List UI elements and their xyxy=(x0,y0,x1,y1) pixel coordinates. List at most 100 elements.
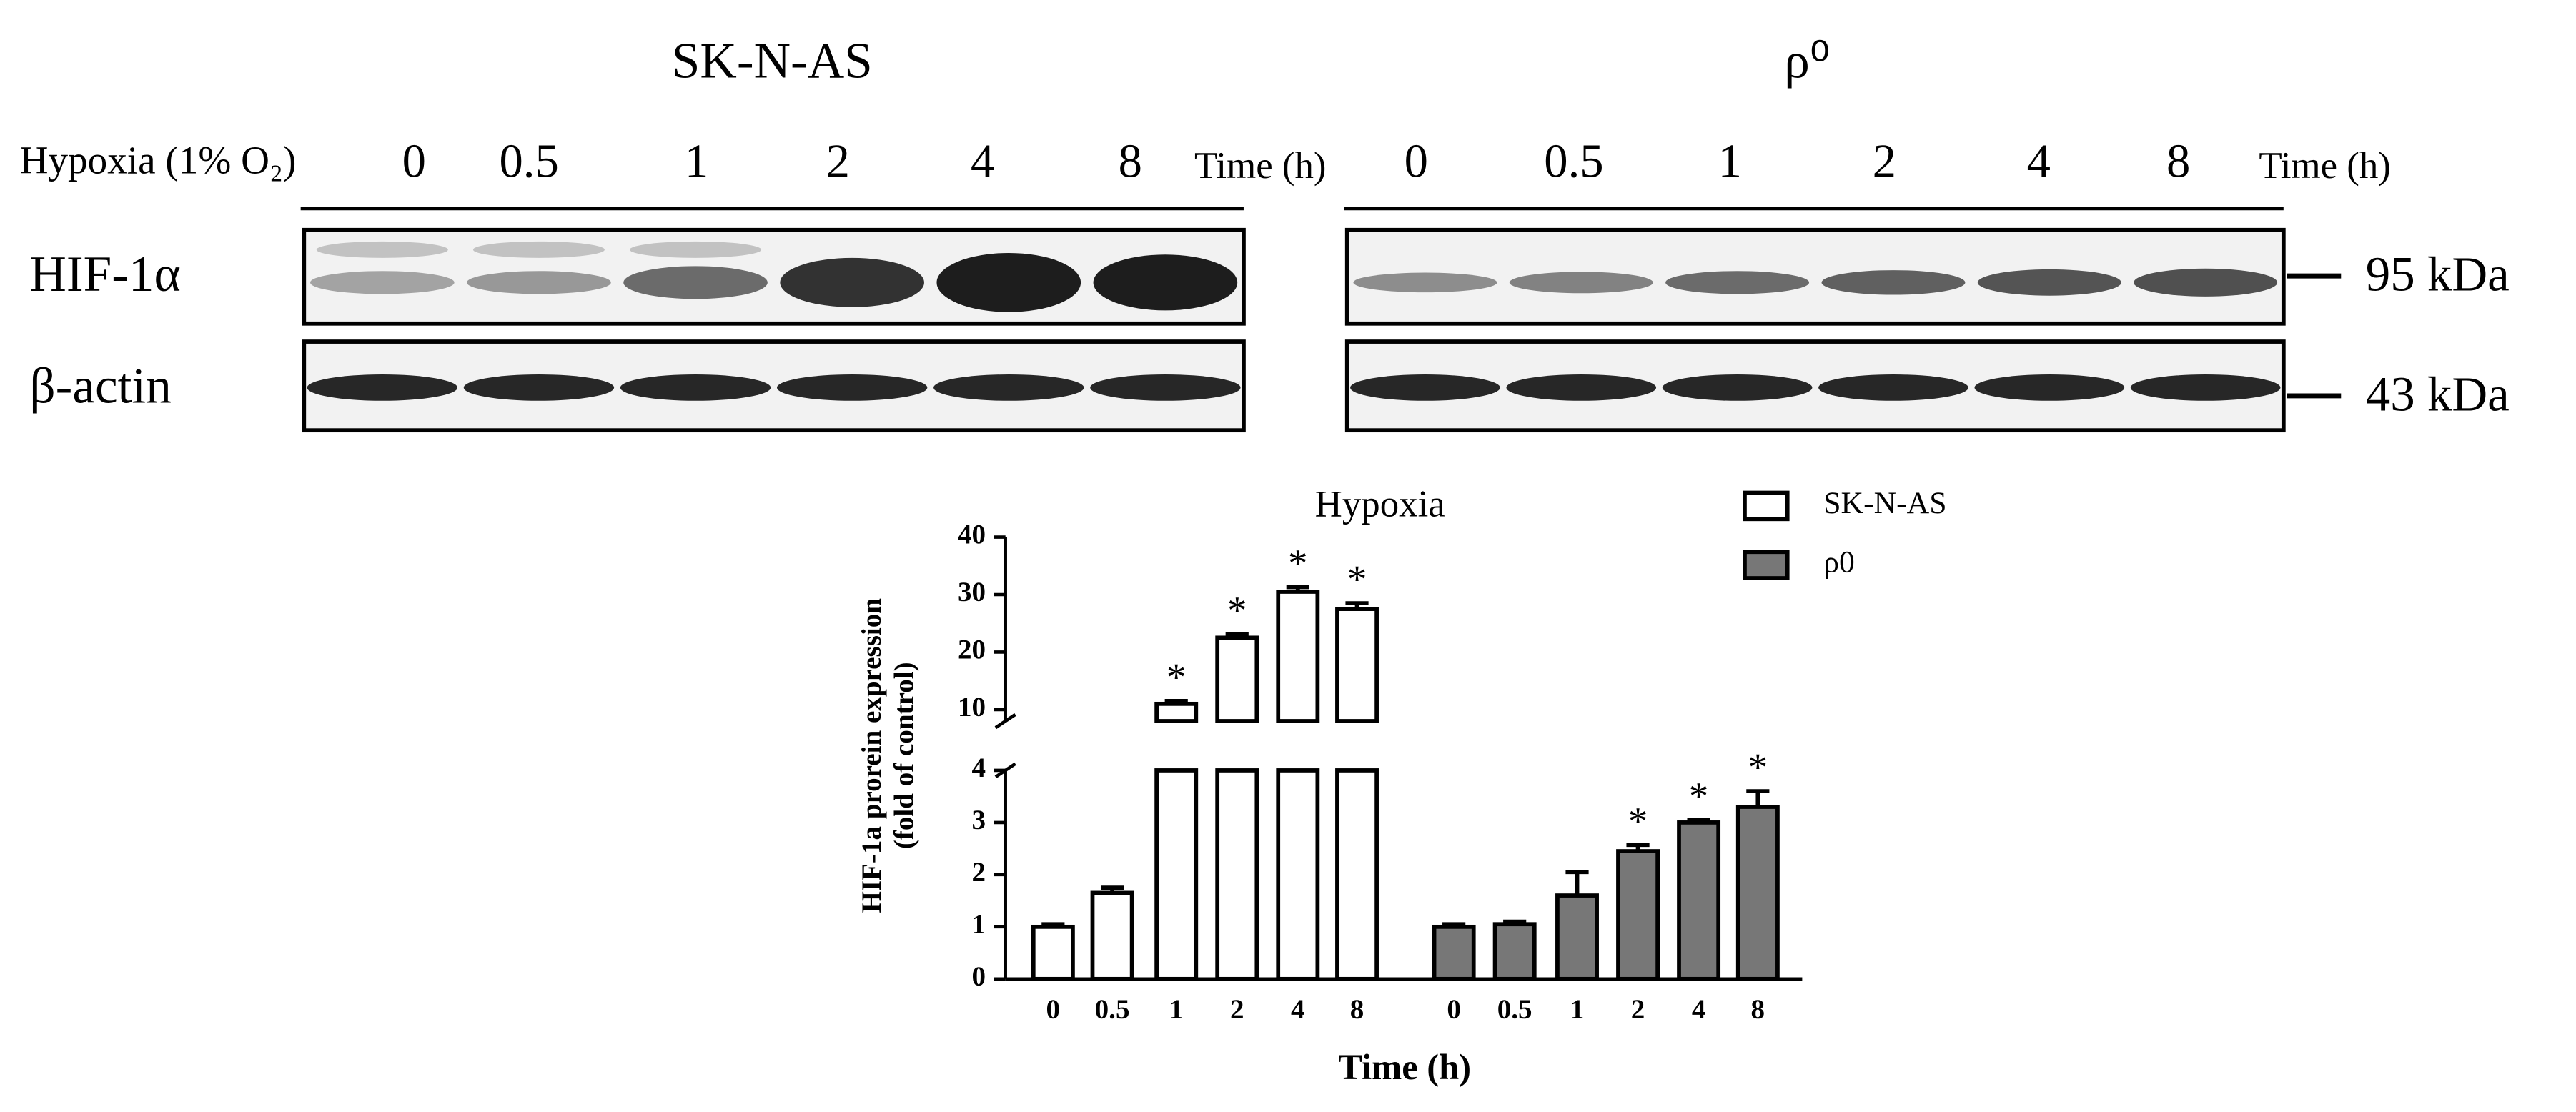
band xyxy=(467,271,611,294)
bar xyxy=(1154,768,1199,981)
significance: * xyxy=(1689,774,1709,818)
panel-title: ρ⁰ xyxy=(1784,33,1830,89)
band xyxy=(1977,269,2121,296)
bar xyxy=(1432,924,1476,981)
lane-label: 8 xyxy=(1119,135,1142,187)
legend-label: ρ0 xyxy=(1823,545,1855,580)
band xyxy=(1821,270,1966,295)
blot-box xyxy=(302,227,1246,326)
lane-label: 0 xyxy=(402,135,426,187)
y-tick-label: 2 xyxy=(972,857,986,888)
band xyxy=(936,252,1081,312)
bar xyxy=(1154,701,1199,723)
band-faint xyxy=(472,241,605,258)
bar xyxy=(1335,768,1379,981)
x-axis-label: Time (h) xyxy=(1338,1047,1471,1087)
panel-title: SK-N-AS xyxy=(672,33,873,89)
band xyxy=(463,374,615,401)
significance: * xyxy=(1347,557,1367,601)
y-axis-label: HIF-1a prorein expression xyxy=(856,598,887,913)
band xyxy=(1818,374,1968,401)
bar xyxy=(1276,590,1320,723)
x-tick-label: 1 xyxy=(1570,994,1585,1025)
lane-label: 0.5 xyxy=(499,135,558,187)
bar xyxy=(1335,607,1379,723)
legend-swatch xyxy=(1743,490,1790,522)
band xyxy=(310,271,455,294)
lane-label: 4 xyxy=(2027,135,2051,187)
bar xyxy=(1215,635,1259,723)
significance: * xyxy=(1628,799,1648,843)
row-label: HIF-1α xyxy=(29,247,180,302)
time-label: Time (h) xyxy=(1194,145,1327,187)
lane-label: 2 xyxy=(1873,135,1896,187)
bar xyxy=(1492,922,1537,981)
y-tick-label: 3 xyxy=(972,805,986,835)
band xyxy=(2130,374,2281,401)
bar xyxy=(1555,893,1599,981)
x-tick-label: 2 xyxy=(1631,994,1645,1025)
y-tick-label: 0 xyxy=(972,961,986,992)
x-tick-label: 0.5 xyxy=(1095,994,1130,1025)
lane-label: 0.5 xyxy=(1544,135,1603,187)
band xyxy=(1662,374,1813,401)
x-tick-label: 0.5 xyxy=(1497,994,1532,1025)
time-label: Time (h) xyxy=(2259,145,2391,187)
x-tick-label: 0 xyxy=(1046,994,1061,1025)
band xyxy=(1974,374,2125,401)
y-tick-label: 10 xyxy=(958,692,986,723)
x-tick-label: 4 xyxy=(1692,994,1706,1025)
band xyxy=(307,374,458,401)
row-label: β-actin xyxy=(29,358,171,414)
y-tick-label: 30 xyxy=(958,577,986,607)
lane-label: 1 xyxy=(685,135,708,187)
lane-label: 2 xyxy=(826,135,850,187)
band xyxy=(1090,374,1241,401)
blot-box xyxy=(302,339,1246,433)
blot-box xyxy=(1344,227,2286,326)
band xyxy=(623,266,768,299)
lane-label: 4 xyxy=(971,135,994,187)
legend-label: SK-N-AS xyxy=(1823,486,1946,520)
band xyxy=(620,374,771,401)
band xyxy=(933,374,1084,401)
bar xyxy=(1090,890,1134,981)
lane-label: 8 xyxy=(2166,135,2190,187)
x-tick-label: 1 xyxy=(1169,994,1184,1025)
bar xyxy=(1276,768,1320,981)
band xyxy=(776,374,928,401)
bar xyxy=(1215,768,1259,981)
significance: * xyxy=(1748,745,1768,789)
bar xyxy=(1616,849,1660,981)
x-tick-label: 0 xyxy=(1447,994,1461,1025)
y-tick-label: 4 xyxy=(972,753,986,783)
y-tick-label: 1 xyxy=(972,909,986,940)
band xyxy=(1506,374,1657,401)
marker-label: 95 kDa xyxy=(2366,247,2510,302)
band xyxy=(1093,254,1238,311)
band-faint xyxy=(316,241,448,258)
band xyxy=(1665,271,1810,294)
significance: * xyxy=(1166,655,1187,699)
bar xyxy=(1677,820,1721,981)
significance: * xyxy=(1227,589,1247,632)
marker-label: 43 kDa xyxy=(2366,367,2510,421)
band xyxy=(780,257,924,307)
axis-break xyxy=(994,713,1016,730)
bar xyxy=(1031,924,1075,981)
y-tick-label: 40 xyxy=(958,520,986,550)
band-faint xyxy=(630,241,762,258)
lane-label: 0 xyxy=(1405,135,1428,187)
significance: * xyxy=(1288,542,1308,585)
y-tick-label: 20 xyxy=(958,634,986,665)
band xyxy=(1350,374,1500,401)
condition-label: Hypoxia (1% O₂) xyxy=(20,138,297,182)
blot-box xyxy=(1344,339,2286,433)
legend-swatch xyxy=(1743,550,1790,580)
lane-label: 1 xyxy=(1718,135,1742,187)
x-tick-label: 2 xyxy=(1230,994,1244,1025)
band xyxy=(1509,272,1653,294)
band xyxy=(1353,272,1497,293)
